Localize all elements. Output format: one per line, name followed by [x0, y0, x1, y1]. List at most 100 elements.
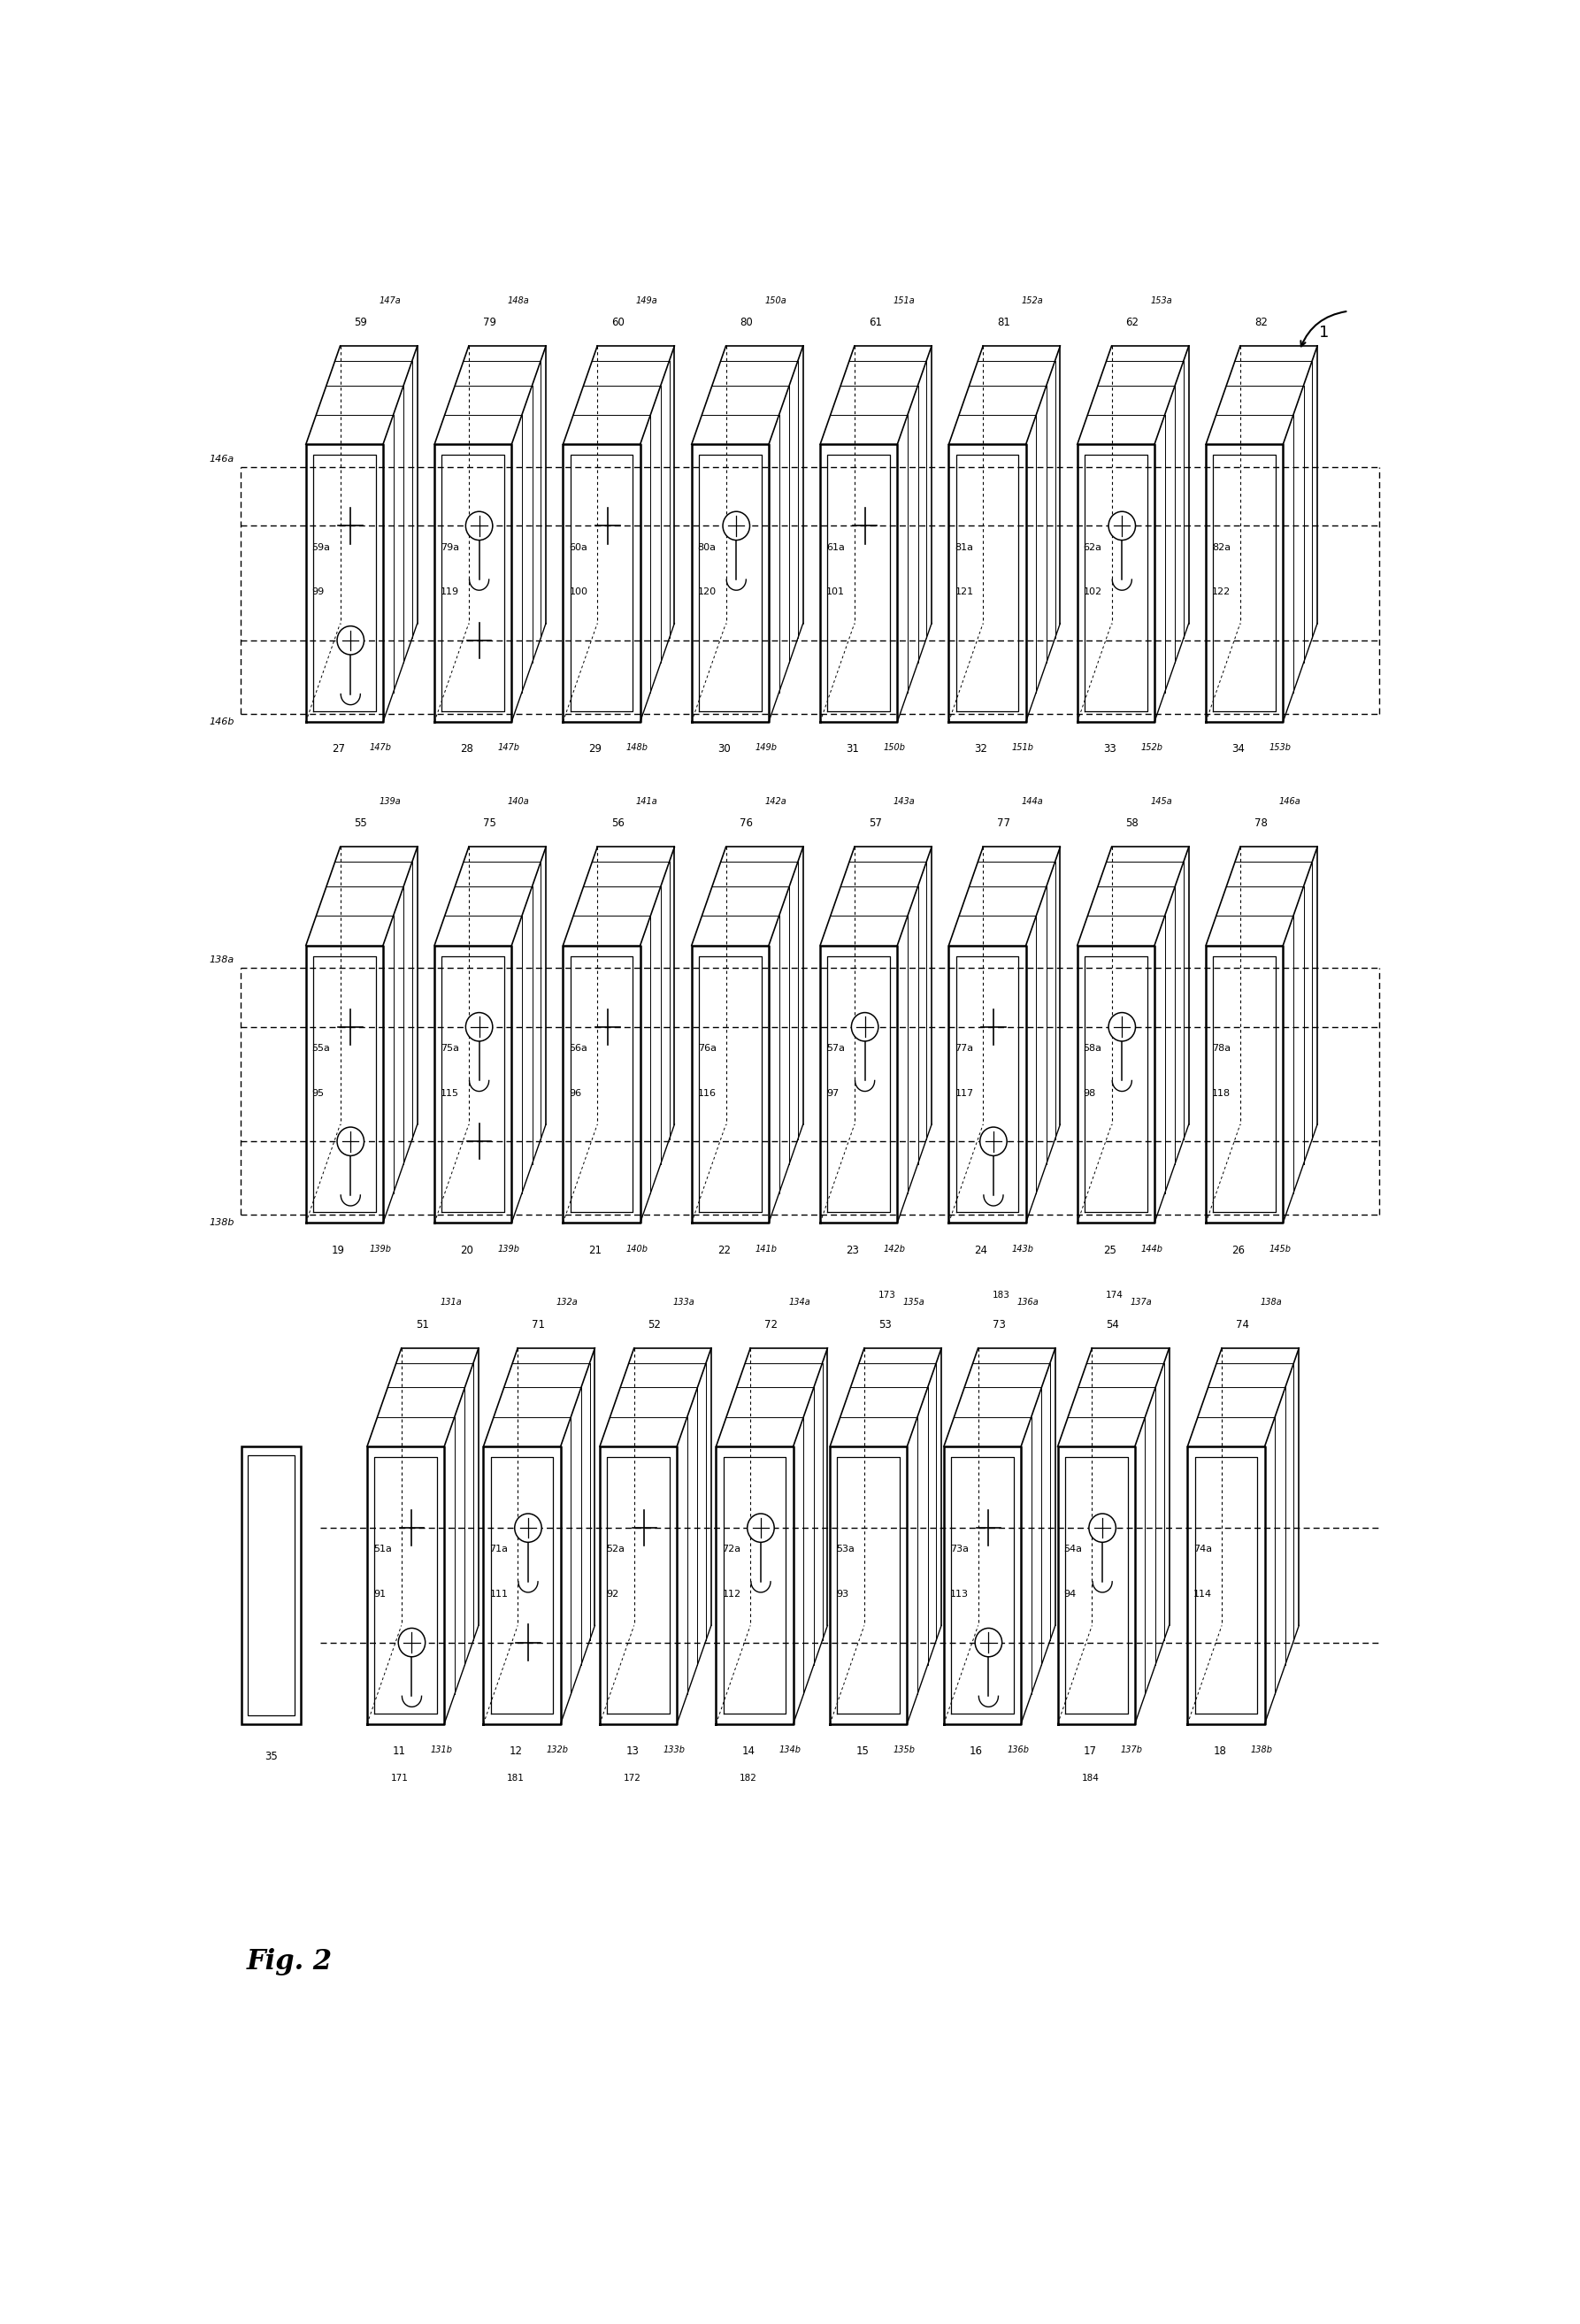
Text: 139b: 139b	[498, 1243, 520, 1253]
Text: 143a: 143a	[893, 797, 915, 806]
Text: 75: 75	[483, 818, 496, 830]
Text: 148a: 148a	[507, 295, 529, 304]
Text: 174: 174	[1106, 1290, 1123, 1299]
Text: 79a: 79a	[441, 544, 460, 551]
Ellipse shape	[466, 1013, 493, 1041]
Ellipse shape	[852, 1013, 878, 1041]
Ellipse shape	[1089, 1513, 1115, 1543]
Ellipse shape	[337, 625, 363, 655]
Text: 113: 113	[950, 1590, 969, 1599]
Text: 56: 56	[611, 818, 624, 830]
Text: 117: 117	[954, 1088, 973, 1097]
Text: 16: 16	[970, 1745, 983, 1757]
Text: 15: 15	[856, 1745, 869, 1757]
Text: 183: 183	[992, 1290, 1010, 1299]
Text: 28: 28	[460, 744, 474, 755]
Text: 136b: 136b	[1006, 1745, 1029, 1755]
Text: 51: 51	[416, 1318, 428, 1329]
Text: 52a: 52a	[605, 1545, 624, 1555]
Text: 173: 173	[878, 1290, 896, 1299]
Ellipse shape	[975, 1629, 1002, 1657]
Text: 80: 80	[739, 316, 754, 328]
Text: 57: 57	[869, 818, 882, 830]
Text: 11: 11	[393, 1745, 406, 1757]
Text: 25: 25	[1103, 1243, 1117, 1255]
Text: 81: 81	[997, 316, 1010, 328]
Ellipse shape	[980, 1127, 1006, 1155]
Text: 135a: 135a	[902, 1299, 924, 1306]
Text: 147b: 147b	[498, 744, 520, 753]
Text: 142a: 142a	[765, 797, 787, 806]
Text: 138b: 138b	[1251, 1745, 1272, 1755]
Ellipse shape	[398, 1629, 425, 1657]
Text: 149a: 149a	[635, 295, 657, 304]
Text: 146a: 146a	[209, 456, 234, 462]
Text: 26: 26	[1232, 1243, 1245, 1255]
Text: 136a: 136a	[1016, 1299, 1038, 1306]
Text: 94: 94	[1063, 1590, 1076, 1599]
Text: 62a: 62a	[1084, 544, 1101, 551]
Ellipse shape	[1109, 1013, 1136, 1041]
Text: 61a: 61a	[826, 544, 845, 551]
Text: 61: 61	[869, 316, 882, 328]
Text: 23: 23	[845, 1243, 860, 1255]
Text: 34: 34	[1232, 744, 1245, 755]
Text: 139b: 139b	[370, 1243, 390, 1253]
Text: 31: 31	[845, 744, 860, 755]
Text: 131b: 131b	[430, 1745, 452, 1755]
Text: 138a: 138a	[209, 955, 234, 964]
Text: 79: 79	[483, 316, 496, 328]
Text: 14: 14	[743, 1745, 755, 1757]
Text: 138b: 138b	[209, 1218, 234, 1227]
Text: 153a: 153a	[1150, 295, 1172, 304]
Text: 30: 30	[717, 744, 730, 755]
Text: 140b: 140b	[626, 1243, 648, 1253]
Text: 12: 12	[509, 1745, 523, 1757]
Text: 78a: 78a	[1212, 1043, 1231, 1053]
Text: 59: 59	[354, 316, 368, 328]
Text: 111: 111	[490, 1590, 509, 1599]
Text: 73: 73	[992, 1318, 1005, 1329]
Text: 121: 121	[954, 588, 973, 597]
Text: 181: 181	[507, 1773, 525, 1783]
Text: 22: 22	[717, 1243, 730, 1255]
Text: 151a: 151a	[893, 295, 915, 304]
Text: 55a: 55a	[311, 1043, 330, 1053]
Text: 134a: 134a	[788, 1299, 811, 1306]
Text: 77a: 77a	[954, 1043, 973, 1053]
Text: 131a: 131a	[439, 1299, 461, 1306]
Text: 92: 92	[605, 1590, 618, 1599]
Text: 81a: 81a	[954, 544, 973, 551]
Text: 58a: 58a	[1084, 1043, 1101, 1053]
Ellipse shape	[722, 511, 750, 539]
Text: 62: 62	[1125, 316, 1139, 328]
Text: 133b: 133b	[664, 1745, 684, 1755]
Text: 27: 27	[332, 744, 344, 755]
Text: 54: 54	[1106, 1318, 1119, 1329]
Ellipse shape	[515, 1513, 542, 1543]
Text: 141a: 141a	[635, 797, 657, 806]
Ellipse shape	[466, 511, 493, 539]
Ellipse shape	[747, 1513, 774, 1543]
Text: 13: 13	[626, 1745, 638, 1757]
Text: 33: 33	[1103, 744, 1117, 755]
Text: 98: 98	[1084, 1088, 1097, 1097]
Text: 142b: 142b	[883, 1243, 905, 1253]
Text: 114: 114	[1193, 1590, 1212, 1599]
Text: 138a: 138a	[1261, 1299, 1283, 1306]
Text: 147a: 147a	[379, 295, 401, 304]
Text: 60a: 60a	[569, 544, 588, 551]
Text: 150b: 150b	[883, 744, 905, 753]
Text: 54a: 54a	[1063, 1545, 1082, 1555]
Text: 116: 116	[698, 1088, 716, 1097]
Text: 150a: 150a	[765, 295, 787, 304]
Text: 137b: 137b	[1120, 1745, 1142, 1755]
Text: 29: 29	[589, 744, 602, 755]
Text: 146b: 146b	[209, 718, 234, 725]
Ellipse shape	[1109, 511, 1136, 539]
Text: 52: 52	[648, 1318, 662, 1329]
Text: 20: 20	[460, 1243, 474, 1255]
Text: 172: 172	[624, 1773, 641, 1783]
Text: 143b: 143b	[1011, 1243, 1033, 1253]
Text: 137a: 137a	[1131, 1299, 1152, 1306]
